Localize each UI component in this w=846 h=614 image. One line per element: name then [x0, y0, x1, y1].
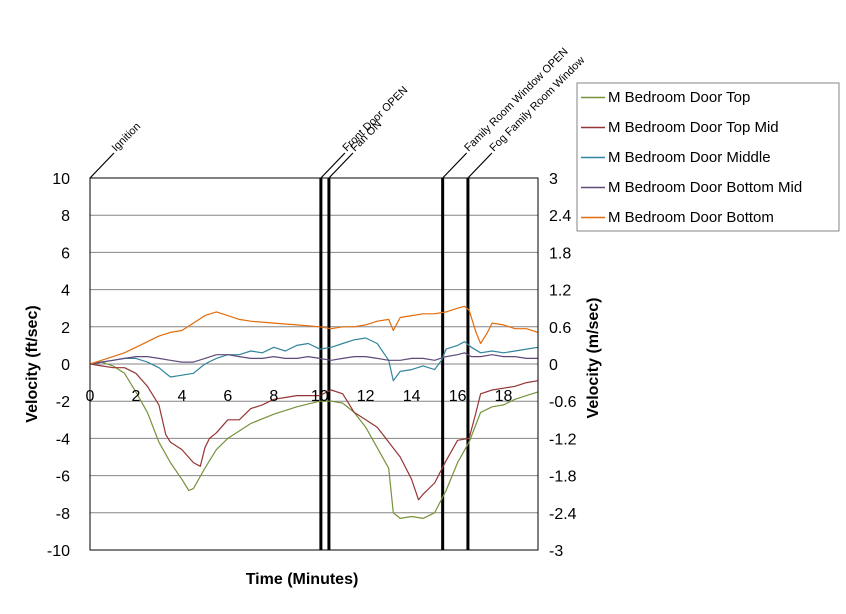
- y-tick-label: 0: [61, 357, 70, 374]
- event-leader: [320, 152, 346, 179]
- y-right-tick-label: 1.8: [549, 245, 571, 262]
- y-axis-ticks: 10 8 6 4 2 0 -2 -4 -6 -8 -10: [47, 171, 70, 560]
- x-tick-label: 10: [311, 388, 329, 405]
- event-leader: [328, 152, 354, 179]
- gridlines: [90, 177, 538, 551]
- series-line: [89, 305, 539, 365]
- series-line: [89, 337, 539, 382]
- legend-entry: M Bedroom Door Bottom: [608, 209, 774, 226]
- series-line: [89, 363, 539, 501]
- y-right-tick-label: 3: [549, 171, 558, 188]
- event-label: Ignition: [110, 121, 144, 155]
- x-tick-label: 12: [357, 388, 375, 405]
- plot-frame: [89, 177, 539, 551]
- y-right-tick-label: 2.4: [549, 208, 571, 225]
- legend-entry: M Bedroom Door Top: [608, 89, 750, 106]
- event-leader: [89, 152, 115, 179]
- y-tick-label: -2: [56, 394, 70, 411]
- x-tick-label: 2: [131, 388, 140, 405]
- y-right-tick-label: 0: [549, 357, 558, 374]
- y-right-tick-label: 0.6: [549, 320, 571, 337]
- legend-entry: M Bedroom Door Top Mid: [608, 119, 779, 136]
- x-tick-label: 0: [86, 388, 95, 405]
- y-tick-label: -6: [56, 469, 70, 486]
- y-right-tick-label: -0.6: [549, 394, 577, 411]
- legend: M Bedroom Door Top M Bedroom Door Top Mid…: [576, 82, 840, 232]
- y-tick-label: 8: [61, 208, 70, 225]
- x-tick-label: 8: [269, 388, 278, 405]
- x-tick-label: 18: [495, 388, 513, 405]
- x-axis-title: Time (Minutes): [246, 571, 359, 588]
- series-line: [89, 361, 539, 519]
- series-lines: [89, 305, 539, 519]
- y-tick-label: -8: [56, 506, 70, 523]
- x-tick-label: 6: [223, 388, 232, 405]
- series-line: [89, 352, 538, 365]
- legend-entry: M Bedroom Door Bottom Mid: [608, 179, 802, 196]
- x-axis-ticks: 0 2 4 6 8 10 12 14 16 18: [86, 388, 513, 405]
- legend-box: [576, 82, 840, 232]
- y-right-tick-label: 1.2: [549, 283, 571, 300]
- y-axis-title: Velocity (ft/sec): [24, 305, 41, 422]
- y-axis-right-title: Velocity (m/sec): [585, 298, 602, 419]
- event-leader: [467, 152, 493, 179]
- y-tick-label: -4: [56, 431, 70, 448]
- y-tick-label: 4: [61, 283, 70, 300]
- y-tick-label: -10: [47, 543, 70, 560]
- event-label: Family Room Window OPEN: [462, 46, 570, 154]
- y-axis-right-ticks: 3 2.4 1.8 1.2 0.6 0 -0.6 -1.2 -1.8 -2.4 -3: [549, 171, 577, 560]
- y-right-tick-label: -2.4: [549, 506, 577, 523]
- x-tick-label: 4: [177, 388, 186, 405]
- y-right-tick-label: -1.8: [549, 469, 577, 486]
- legend-entry: M Bedroom Door Middle: [608, 149, 771, 166]
- x-tick-label: 14: [403, 388, 421, 405]
- y-tick-label: 6: [61, 245, 70, 262]
- y-tick-label: 10: [52, 171, 70, 188]
- y-tick-label: 2: [61, 320, 70, 337]
- event-leader: [442, 152, 468, 179]
- y-right-tick-label: -3: [549, 543, 563, 560]
- y-right-tick-label: -1.2: [549, 431, 577, 448]
- x-tick-label: 16: [449, 388, 467, 405]
